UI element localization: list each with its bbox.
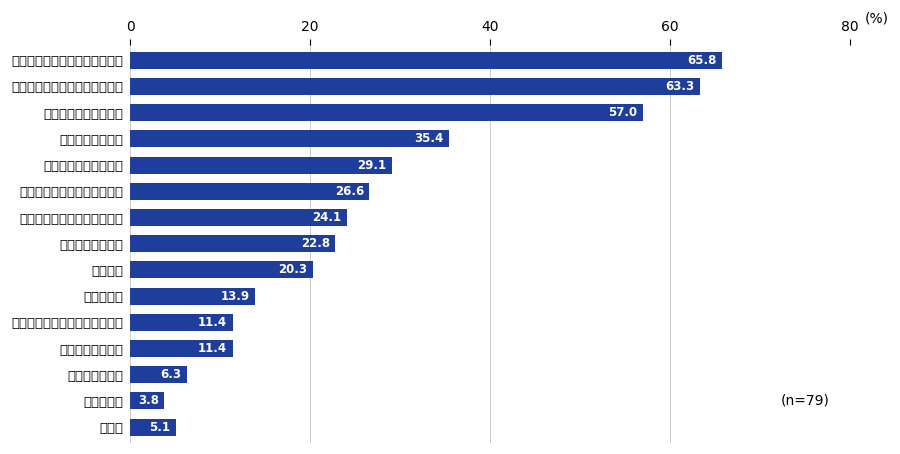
Bar — [130, 235, 335, 252]
Bar — [130, 366, 187, 383]
Bar — [130, 104, 643, 121]
Text: (%): (%) — [865, 11, 889, 25]
Bar — [130, 262, 312, 278]
Bar — [130, 209, 346, 226]
Bar — [130, 78, 699, 95]
Text: 11.4: 11.4 — [198, 316, 227, 329]
Bar — [130, 130, 448, 148]
Text: 13.9: 13.9 — [220, 290, 249, 303]
Bar — [130, 392, 165, 410]
Text: 11.4: 11.4 — [198, 342, 227, 355]
Bar — [130, 314, 232, 331]
Text: 35.4: 35.4 — [414, 133, 443, 145]
Bar — [130, 183, 369, 200]
Text: 3.8: 3.8 — [138, 395, 159, 407]
Bar — [130, 419, 176, 436]
Text: 57.0: 57.0 — [608, 106, 637, 119]
Text: 26.6: 26.6 — [335, 185, 364, 198]
Bar — [130, 340, 232, 357]
Bar — [130, 157, 392, 173]
Text: 63.3: 63.3 — [665, 80, 694, 93]
Text: 5.1: 5.1 — [149, 421, 171, 434]
Text: 29.1: 29.1 — [357, 158, 386, 172]
Text: 20.3: 20.3 — [278, 263, 307, 276]
Text: 24.1: 24.1 — [312, 211, 341, 224]
Bar — [130, 52, 722, 69]
Text: (n=79): (n=79) — [780, 394, 830, 408]
Text: 22.8: 22.8 — [301, 237, 329, 250]
Text: 6.3: 6.3 — [160, 368, 182, 381]
Bar — [130, 288, 255, 305]
Text: 65.8: 65.8 — [688, 54, 716, 67]
